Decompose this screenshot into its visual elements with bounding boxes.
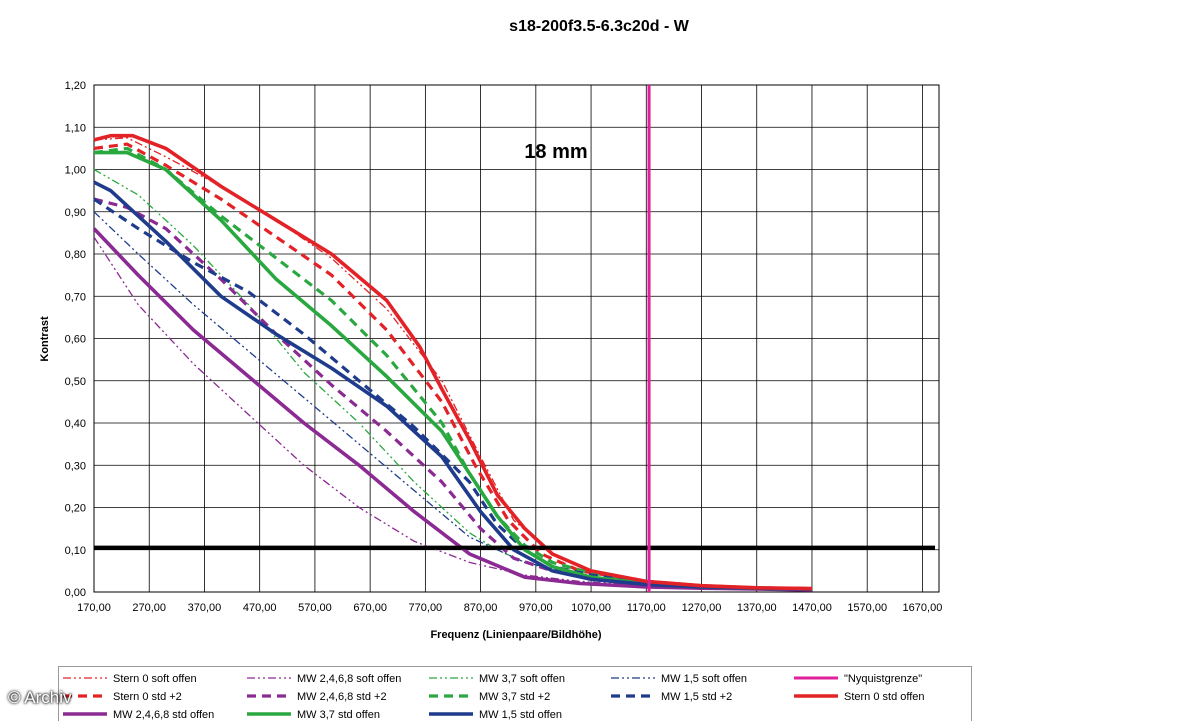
x-tick-label: 1070,00 — [571, 602, 611, 614]
series-line-3 — [93, 211, 813, 590]
tick-labels: 170,00 270,00 370,00 470,00 570,00 670,00 770,… — [65, 80, 943, 614]
x-tick-label: 1370,00 — [737, 602, 777, 614]
x-tick-label: 1170,00 — [627, 602, 666, 614]
x-tick-label: 470,00 — [243, 602, 277, 614]
series-line-12 — [93, 180, 813, 591]
mtf-chart: s18-200f3.5-6.3c20d - W 170,00 270,00 370,… — [39, 18, 943, 641]
series-line-5 — [93, 142, 813, 591]
y-tick-label: 1,10 — [65, 122, 86, 134]
x-tick-label: 1570,00 — [847, 602, 887, 614]
grid — [93, 84, 940, 593]
x-tick-label: 770,00 — [409, 602, 443, 614]
y-tick-label: 0,70 — [65, 291, 86, 303]
x-tick-label: 870,00 — [464, 602, 498, 614]
series-lines — [92, 133, 813, 592]
legend-label-3: MW 1,5 soft offen — [661, 673, 747, 685]
y-tick-label: 0,10 — [65, 545, 86, 557]
series-line-0 — [93, 137, 813, 590]
series-line-6 — [93, 197, 813, 591]
legend-label-12: MW 1,5 std offen — [479, 709, 562, 721]
series-line-2 — [93, 168, 813, 590]
x-tick-label: 170,00 — [77, 602, 111, 614]
chart-title: s18-200f3.5-6.3c20d - W — [509, 18, 690, 35]
x-tick-label: 970,00 — [519, 602, 553, 614]
legend-entries: Stern 0 soft offen MW 2,4,6,8 soft offen M… — [63, 673, 925, 721]
y-tick-label: 0,60 — [65, 334, 86, 346]
reference-lines — [94, 85, 935, 592]
legend-label-6: MW 2,4,6,8 std +2 — [297, 691, 387, 703]
x-tick-label: 370,00 — [188, 602, 222, 614]
y-tick-label: 1,20 — [65, 80, 86, 92]
y-tick-label: 0,00 — [65, 587, 86, 599]
x-tick-label: 570,00 — [298, 602, 332, 614]
x-tick-label: 1670,00 — [903, 602, 943, 614]
legend-label-0: Stern 0 soft offen — [113, 673, 197, 685]
legend: Stern 0 soft offen MW 2,4,6,8 soft offen M… — [58, 666, 972, 721]
y-tick-label: 0,50 — [65, 376, 86, 388]
y-tick-label: 0,30 — [65, 460, 86, 472]
x-axis-label: Frequenz (Linienpaare/Bildhöhe) — [430, 629, 601, 641]
legend-label-8: MW 1,5 std +2 — [661, 691, 732, 703]
legend-label-1: MW 2,4,6,8 soft offen — [297, 673, 401, 685]
legend-label-11: MW 3,7 std offen — [297, 709, 380, 721]
x-tick-label: 270,00 — [132, 602, 166, 614]
y-tick-label: 0,40 — [65, 418, 86, 430]
legend-label-2: MW 3,7 soft offen — [479, 673, 565, 685]
y-axis-label: Kontrast — [39, 316, 51, 362]
legend-label-4: "Nyquistgrenze" — [844, 673, 922, 685]
series-line-8 — [93, 197, 813, 591]
x-tick-label: 1270,00 — [682, 602, 722, 614]
series-line-1 — [93, 236, 813, 591]
y-tick-label: 1,00 — [65, 165, 86, 177]
y-tick-label: 0,80 — [65, 249, 86, 261]
x-tick-label: 670,00 — [353, 602, 387, 614]
x-tick-label: 1470,00 — [792, 602, 832, 614]
legend-label-9: Stern 0 std offen — [844, 691, 925, 703]
focal-length-annotation: 18 mm — [524, 141, 587, 163]
watermark: © Archiv — [8, 688, 72, 707]
legend-label-5: Stern 0 std +2 — [113, 691, 182, 703]
legend-label-10: MW 2,4,6,8 std offen — [113, 709, 214, 721]
y-tick-label: 0,90 — [65, 207, 86, 219]
legend-label-7: MW 3,7 std +2 — [479, 691, 550, 703]
series-line-9 — [93, 133, 813, 591]
y-tick-label: 0,20 — [65, 503, 86, 515]
